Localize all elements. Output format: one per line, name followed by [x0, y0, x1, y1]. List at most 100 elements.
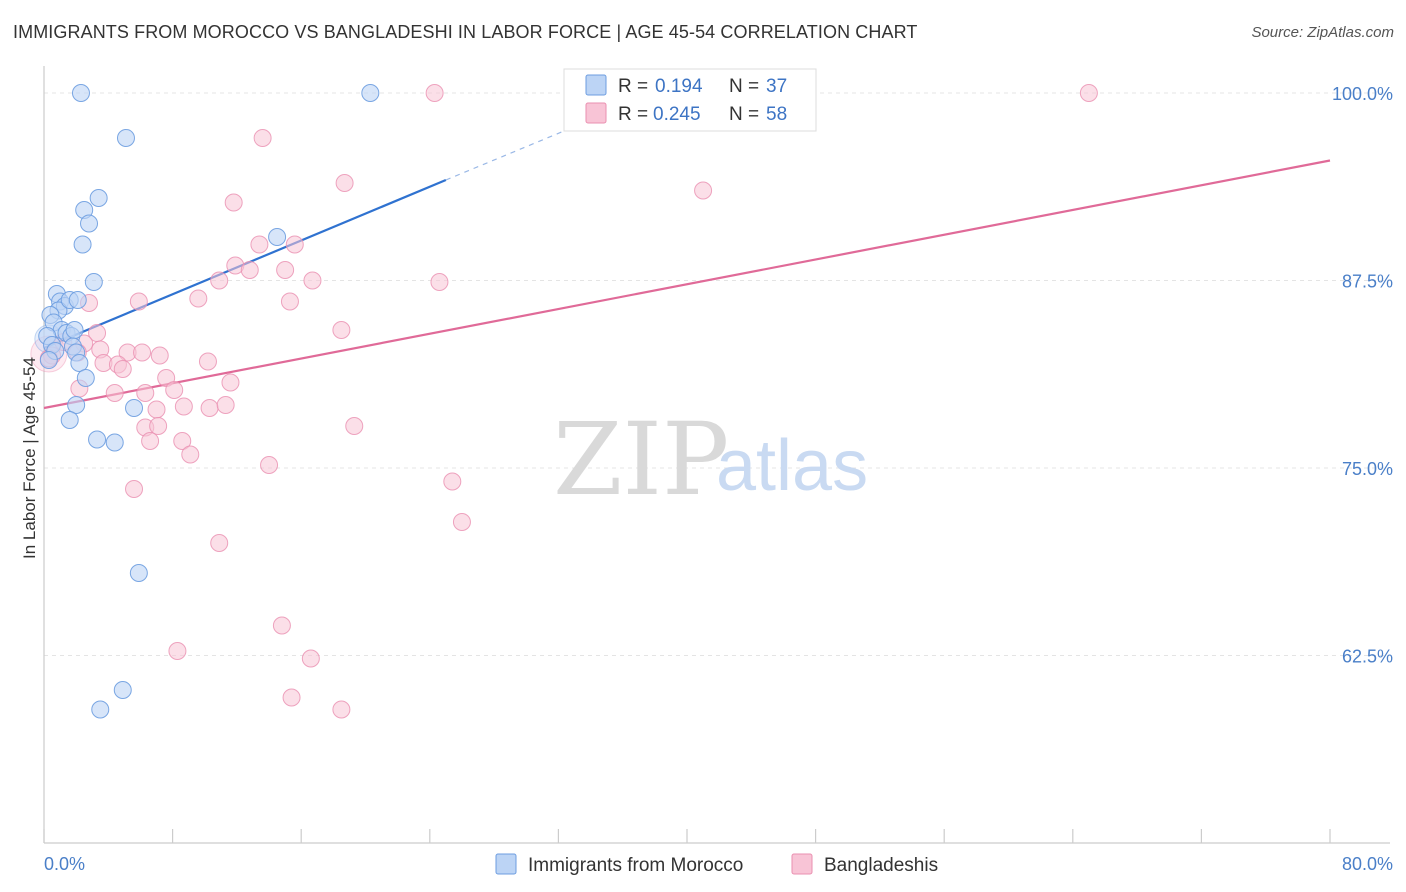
point-bangladeshis-44	[149, 417, 168, 435]
point-morocco-30	[125, 399, 144, 417]
legend-n-value-morocco: 37	[766, 76, 787, 97]
point-bangladeshis-0	[425, 84, 444, 102]
point-bangladeshis-46	[173, 432, 192, 450]
point-morocco-8	[84, 273, 103, 291]
point-bangladeshis-35	[105, 384, 124, 402]
point-bangladeshis-50	[443, 472, 462, 491]
point-morocco-22	[65, 321, 84, 339]
y-tick-label-2: 75.0%	[1342, 459, 1393, 479]
point-morocco-2	[116, 129, 135, 147]
point-bangladeshis-56	[301, 649, 320, 668]
y-tick-labels: 100.0% 87.5% 75.0% 62.5%	[1332, 84, 1393, 667]
point-bangladeshis-11	[210, 271, 229, 290]
point-morocco-6	[73, 235, 92, 254]
y-tick-label-3: 62.5%	[1342, 647, 1393, 667]
point-bangladeshis-2	[253, 129, 272, 147]
bottom-legend-swatch-bangladeshis	[791, 853, 813, 875]
point-bangladeshis-9	[240, 261, 259, 279]
legend-r-label-bangladeshis: R =	[618, 104, 648, 125]
point-bangladeshis-31	[150, 346, 169, 365]
point-bangladeshis-45	[345, 417, 364, 435]
point-bangladeshis-42	[147, 400, 166, 419]
series-legend: Immigrants from Morocco Bangladeshis	[495, 853, 938, 876]
point-bangladeshis-34	[221, 373, 240, 392]
point-bangladeshis-6	[250, 235, 269, 254]
y-tick-label-0: 100.0%	[1332, 84, 1393, 104]
legend-r-label-morocco: R =	[618, 76, 648, 97]
legend-n-label-bangladeshis: N =	[729, 104, 759, 125]
point-bangladeshis-1	[1079, 84, 1098, 102]
point-morocco-27	[70, 354, 89, 372]
bottom-legend-swatch-morocco	[495, 853, 517, 875]
point-bangladeshis-4	[694, 181, 713, 200]
point-morocco-32	[88, 430, 107, 449]
legend-r-value-morocco: 0.194	[655, 76, 703, 97]
point-bangladeshis-7	[285, 235, 304, 254]
point-morocco-26	[39, 351, 58, 369]
point-bangladeshis-49	[260, 456, 279, 474]
point-morocco-35	[113, 681, 132, 699]
legend-r-value-bangladeshis: 0.245	[653, 104, 701, 125]
point-bangladeshis-3	[335, 174, 354, 192]
point-bangladeshis-55	[168, 642, 187, 660]
y-tick-label-1: 87.5%	[1342, 272, 1393, 292]
point-morocco-33	[105, 433, 124, 452]
point-bangladeshis-53	[210, 534, 229, 552]
y-axis-label: In Labor Force | Age 45-54	[20, 357, 39, 559]
point-morocco-34	[129, 564, 148, 582]
point-bangladeshis-12	[303, 271, 322, 290]
point-morocco-0	[71, 84, 90, 102]
x-tick-labels: 0.0% 80.0%	[44, 854, 1393, 874]
watermark-atlas: atlas	[716, 426, 868, 506]
point-bangladeshis-5	[224, 193, 243, 212]
point-bangladeshis-39	[200, 399, 219, 417]
point-morocco-7	[268, 228, 287, 246]
point-bangladeshis-14	[189, 289, 208, 308]
point-bangladeshis-41	[216, 396, 235, 414]
point-bangladeshis-58	[332, 700, 351, 719]
legend-swatch-morocco	[585, 74, 607, 96]
x-tick-label-1: 80.0%	[1342, 854, 1393, 874]
trendline-bangladeshis	[43, 159, 1331, 410]
data-points	[30, 84, 1098, 719]
legend-swatch-bangladeshis	[585, 102, 607, 124]
point-bangladeshis-57	[282, 688, 301, 707]
point-bangladeshis-16	[129, 292, 148, 311]
point-bangladeshis-36	[136, 384, 155, 402]
grid-lines	[44, 92, 1390, 656]
correlation-legend: R = 0.194 N = 37 R = 0.245 N = 58	[563, 68, 817, 132]
point-bangladeshis-48	[181, 445, 200, 464]
x-tick-label-0: 0.0%	[44, 854, 85, 874]
chart-title: IMMIGRANTS FROM MOROCCO VS BANGLADESHI I…	[13, 22, 918, 42]
bottom-legend-label-bangladeshis: Bangladeshis	[824, 855, 938, 876]
bottom-legend-label-morocco: Immigrants from Morocco	[528, 855, 743, 876]
source-label: Source: ZipAtlas.com	[1251, 24, 1394, 41]
point-bangladeshis-30	[198, 352, 217, 371]
point-bangladeshis-18	[332, 321, 351, 339]
point-bangladeshis-40	[174, 397, 193, 416]
watermark: ZIP atlas	[553, 401, 868, 518]
point-bangladeshis-13	[430, 273, 449, 291]
point-morocco-1	[361, 84, 380, 102]
point-morocco-31	[60, 411, 79, 429]
point-morocco-28	[76, 369, 95, 387]
point-morocco-5	[80, 214, 99, 233]
point-morocco-36	[91, 700, 110, 719]
point-bangladeshis-51	[125, 480, 144, 498]
point-bangladeshis-54	[272, 616, 291, 635]
point-bangladeshis-10	[276, 261, 295, 279]
point-bangladeshis-28	[133, 343, 152, 362]
point-morocco-3	[89, 189, 108, 207]
point-bangladeshis-52	[452, 513, 471, 531]
axes	[43, 66, 1390, 844]
point-morocco-29	[67, 396, 86, 414]
point-bangladeshis-15	[280, 292, 299, 311]
point-bangladeshis-37	[165, 381, 184, 399]
point-bangladeshis-32	[113, 360, 132, 378]
point-bangladeshis-47	[141, 432, 160, 450]
legend-n-label-morocco: N =	[729, 76, 759, 97]
legend-n-value-bangladeshis: 58	[766, 104, 787, 125]
watermark-zip: ZIP	[553, 401, 729, 518]
point-morocco-14	[68, 291, 87, 309]
